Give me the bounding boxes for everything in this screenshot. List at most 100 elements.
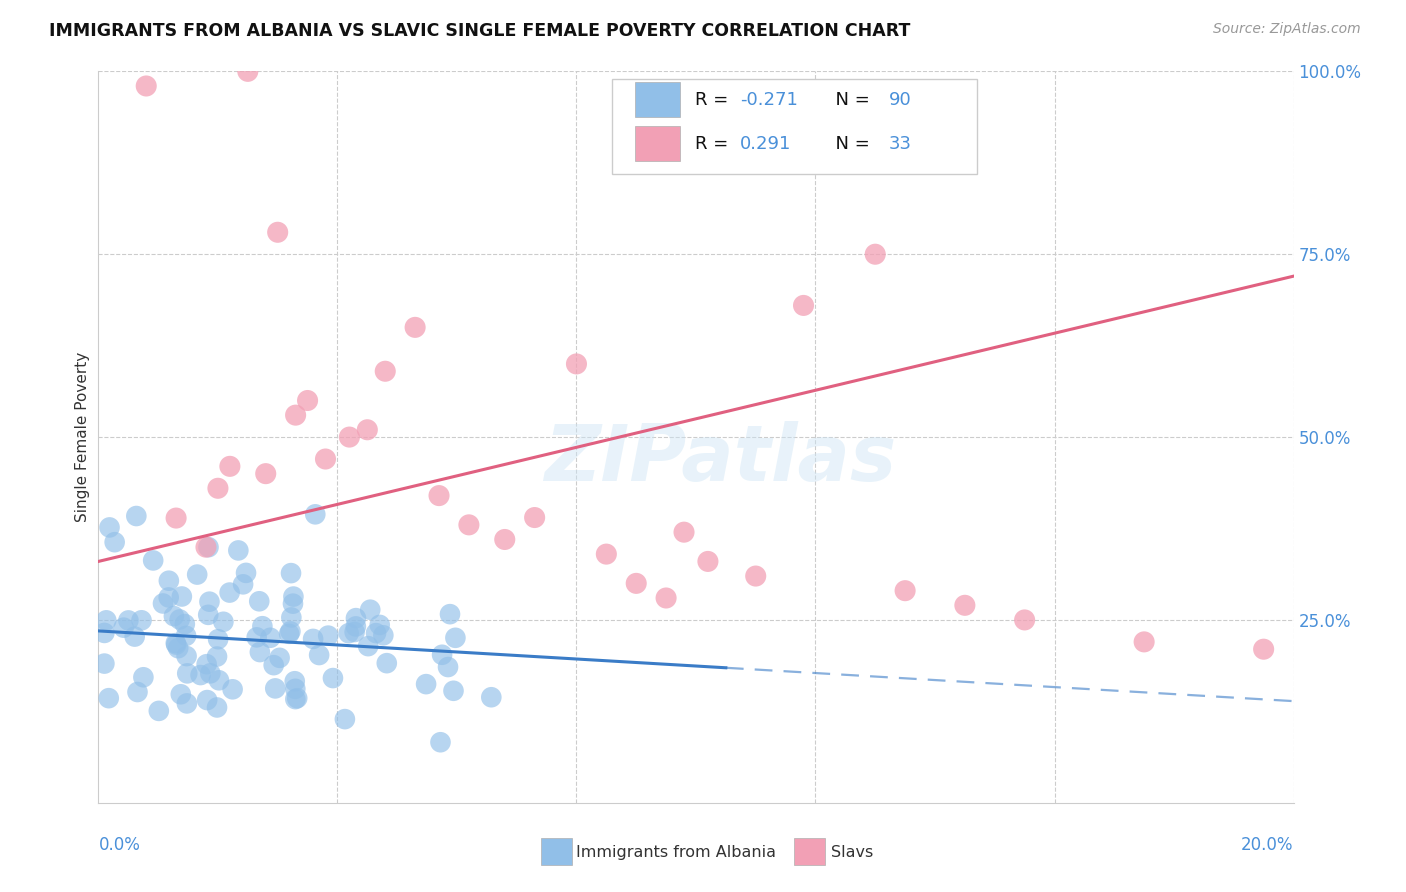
Point [280, 566, 302, 581]
Point [404, 320, 426, 334]
Point [259, 631, 281, 645]
Point [218, 585, 240, 599]
Point [132, 670, 155, 684]
Point [93, 626, 115, 640]
Point [127, 685, 149, 699]
Point [626, 576, 648, 591]
Point [190, 668, 212, 682]
Text: R =: R = [695, 91, 734, 109]
Point [793, 298, 815, 312]
Point [373, 628, 395, 642]
Point [167, 641, 190, 656]
Point [247, 594, 270, 608]
Text: IMMIGRANTS FROM ALBANIA VS SLAVIC SINGLE FEMALE POVERTY CORRELATION CHART: IMMIGRANTS FROM ALBANIA VS SLAVIC SINGLE… [49, 22, 911, 40]
Point [278, 627, 301, 641]
Text: Immigrants from Albania: Immigrants from Albania [576, 846, 776, 860]
Point [281, 597, 304, 611]
Point [176, 697, 198, 711]
Point [315, 452, 337, 467]
Point [364, 626, 387, 640]
Text: -0.271: -0.271 [740, 91, 799, 109]
Point [186, 567, 208, 582]
Point [865, 247, 887, 261]
Point [284, 408, 307, 422]
Point [104, 535, 127, 549]
FancyBboxPatch shape [613, 78, 977, 174]
Point [280, 624, 302, 639]
Y-axis label: Single Female Poverty: Single Female Poverty [75, 352, 90, 522]
Point [444, 631, 467, 645]
Text: 20.0%: 20.0% [1241, 836, 1294, 854]
Text: ZIPatlas: ZIPatlas [544, 421, 896, 497]
Point [894, 583, 917, 598]
Point [235, 566, 257, 580]
Point [429, 735, 451, 749]
Point [283, 590, 305, 604]
Point [263, 658, 285, 673]
Point [302, 632, 325, 646]
Point [415, 677, 437, 691]
Point [165, 636, 187, 650]
Point [157, 591, 180, 605]
Point [169, 612, 191, 626]
Point [357, 639, 380, 653]
Point [163, 609, 186, 624]
Point [198, 595, 221, 609]
Point [333, 712, 356, 726]
Point [953, 599, 976, 613]
Point [96, 613, 118, 627]
Text: 90: 90 [889, 91, 911, 109]
Point [343, 625, 366, 640]
Point [207, 632, 229, 647]
FancyBboxPatch shape [636, 82, 681, 118]
Point [246, 631, 269, 645]
Point [437, 660, 460, 674]
Point [205, 649, 228, 664]
Point [252, 619, 274, 633]
Point [1133, 635, 1156, 649]
Point [157, 574, 180, 588]
Text: R =: R = [695, 135, 734, 153]
Point [284, 681, 307, 696]
Point [368, 618, 391, 632]
Point [439, 607, 461, 622]
Point [745, 569, 768, 583]
Text: N =: N = [824, 91, 876, 109]
Point [221, 682, 243, 697]
Point [195, 657, 218, 672]
Point [152, 597, 174, 611]
Point [232, 577, 254, 591]
Point [254, 467, 277, 481]
Point [308, 648, 330, 662]
Point [673, 525, 696, 540]
Point [337, 626, 360, 640]
Point [125, 509, 148, 524]
Point [356, 423, 378, 437]
Point [697, 554, 720, 568]
Point [219, 459, 242, 474]
Point [267, 225, 290, 239]
Text: Source: ZipAtlas.com: Source: ZipAtlas.com [1213, 22, 1361, 37]
Point [176, 666, 198, 681]
Point [135, 78, 157, 93]
Point [170, 687, 193, 701]
Point [595, 547, 617, 561]
Point [284, 692, 307, 706]
Point [97, 691, 120, 706]
Point [142, 553, 165, 567]
Point [344, 619, 367, 633]
Point [1014, 613, 1036, 627]
Point [284, 674, 307, 689]
Point [304, 508, 326, 522]
Point [124, 630, 146, 644]
Point [443, 683, 465, 698]
Point [195, 540, 218, 554]
Point [339, 430, 361, 444]
Point [655, 591, 678, 605]
Point [249, 645, 271, 659]
Point [197, 607, 219, 622]
Point [205, 700, 228, 714]
Point [427, 489, 450, 503]
Point [98, 520, 121, 534]
Point [93, 657, 115, 671]
